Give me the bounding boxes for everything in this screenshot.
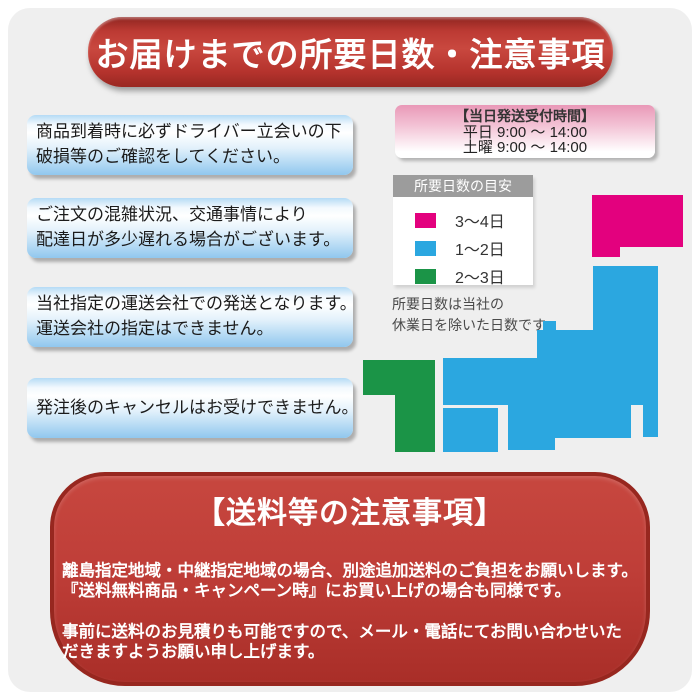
legend-item-3-4-days: 3～4日 [393, 206, 533, 234]
legend-swatch-blue-icon [415, 240, 436, 256]
map-region-honshu [443, 266, 658, 450]
map-region-shikoku [443, 408, 498, 452]
japan-map [363, 195, 683, 452]
notice-line: 配達日が多少遅れる場合がございます。 [36, 230, 341, 249]
same-day-saturday-hours: 土曜 9:00 ～ 14:00 [462, 139, 588, 156]
notice-line: 発注後のキャンセルはお受けできません。 [36, 397, 359, 417]
notice-box-cancel: 発注後のキャンセルはお受けできません。 [27, 378, 359, 438]
legend-title: 所要日数の目安 [393, 175, 533, 197]
notice-line: 運送会社の指定はできません。 [36, 319, 274, 338]
footer-line: 事前に送料のお見積りも可能ですので、メール・電話にてお問い合わせいた [62, 623, 622, 641]
map-region-kyushu-chugoku [363, 360, 435, 452]
notice-line: 破損等のご確認をしてください。 [36, 147, 290, 166]
notice-box-carrier: 当社指定の運送会社での発送となります。 運送会社の指定はできません。 [27, 287, 357, 347]
legend-swatch-pink-icon [415, 212, 436, 228]
map-region-hokkaido [592, 195, 683, 257]
legend-item-2-3-days: 2～3日 [393, 262, 533, 290]
notice-line: ご注文の混雑状況、交通事情により [36, 205, 308, 225]
legend-note: 所要日数は当社の 休業日を除いた日数です。 [392, 294, 559, 336]
footer-title: 【送料等の注意事項】 [195, 497, 505, 530]
footer-paragraph-estimate: 事前に送料のお見積りも可能ですので、メール・電話にてお問い合わせいた だきますよ… [54, 622, 646, 662]
same-day-weekday-hours: 平日 9:00 ～ 14:00 [462, 124, 588, 141]
legend-rows: 3～4日 1～2日 2～3日 [393, 197, 533, 290]
legend-panel: 所要日数の目安 3～4日 1～2日 2～3日 [393, 175, 533, 287]
footer-notice-box: 【送料等の注意事項】 離島指定地域・中継指定地域の場合、別途追加送料のご負担をお… [50, 472, 650, 686]
legend-item-1-2-days: 1～2日 [393, 234, 533, 262]
footer-line: 離島指定地域・中継指定地域の場合、別途追加送料のご負担をお願いします。 [62, 562, 638, 580]
legend-label: 3～4日 [455, 214, 505, 231]
legend-label: 1～2日 [455, 242, 505, 259]
notice-line: 商品到着時に必ずドライバー立会いの下 [36, 122, 342, 142]
page-title: お届けまでの所要日数・注意事項 [88, 17, 613, 87]
footer-paragraph-remote-islands: 離島指定地域・中継指定地域の場合、別途追加送料のご負担をお願いします。 『送料無… [54, 561, 646, 601]
legend-swatch-green-icon [415, 268, 436, 284]
same-day-shipping-box: 【当日発送受付時間】 平日 9:00 ～ 14:00 土曜 9:00 ～ 14:… [395, 105, 655, 158]
notice-box-delivery-delay: ご注文の混雑状況、交通事情により 配達日が多少遅れる場合がございます。 [27, 198, 353, 258]
notice-line: 当社指定の運送会社での発送となります。 [36, 294, 357, 314]
legend-note-line: 休業日を除いた日数です。 [392, 317, 559, 333]
legend-note-line: 所要日数は当社の [392, 296, 504, 312]
same-day-title: 【当日発送受付時間】 [455, 108, 595, 124]
notice-box-driver-check: 商品到着時に必ずドライバー立会いの下 破損等のご確認をしてください。 [27, 115, 353, 175]
footer-line: だきますようお願い申し上げます。 [62, 643, 325, 661]
legend-label: 2～3日 [455, 270, 505, 287]
footer-line: 『送料無料商品・キャンペーン時』にお買い上げの場合も同様です。 [62, 582, 572, 600]
